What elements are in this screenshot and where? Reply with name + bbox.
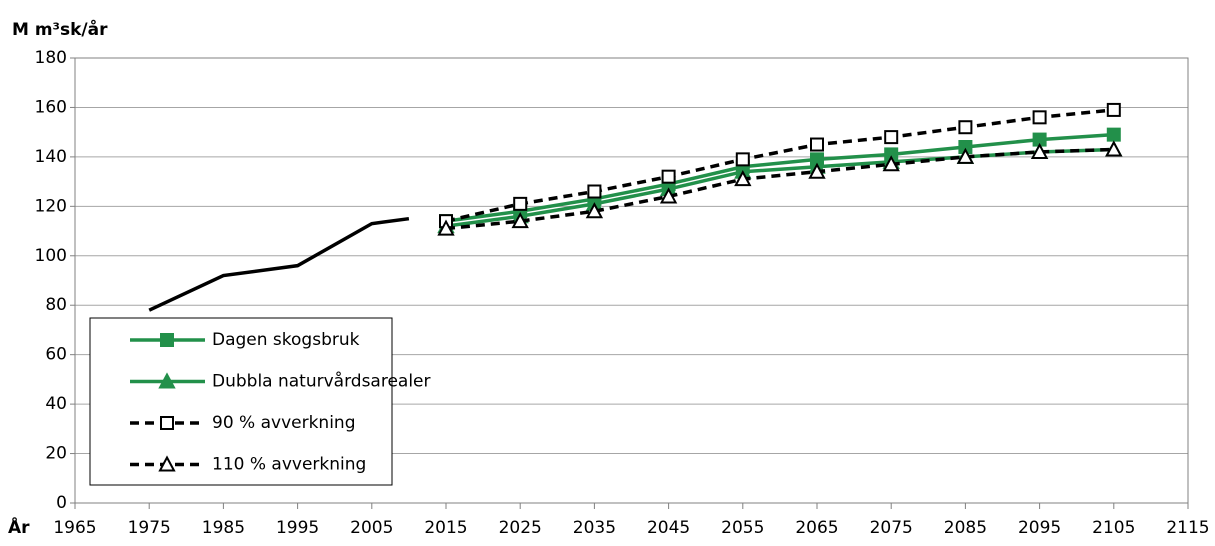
marker	[810, 137, 824, 152]
x-tick-label: 2035	[573, 518, 616, 538]
x-tick-label: 2095	[1018, 518, 1061, 538]
marker	[808, 162, 826, 179]
x-tick-label: 2015	[424, 518, 467, 538]
marker	[659, 187, 678, 204]
x-tick-label: 1985	[202, 518, 245, 538]
marker	[735, 152, 750, 167]
marker	[1106, 127, 1121, 142]
marker	[1105, 140, 1123, 157]
legend-label: 90 % avverkning	[212, 413, 356, 433]
x-axis-label: År	[8, 515, 30, 538]
marker	[882, 155, 900, 172]
x-tick-label: 2065	[795, 518, 838, 538]
x-tick-label: 2045	[647, 518, 690, 538]
y-tick-label: 40	[45, 394, 67, 414]
y-tick-label: 20	[45, 444, 67, 464]
x-tick-label: 2075	[870, 518, 913, 538]
x-tick-label: 1975	[128, 518, 171, 538]
marker	[437, 219, 455, 236]
marker	[511, 212, 529, 229]
marker	[587, 184, 602, 199]
x-tick-label: 2105	[1092, 518, 1135, 538]
legend-marker	[160, 333, 174, 347]
marker	[513, 196, 528, 211]
legend-label: Dubbla naturvårdsarealer	[212, 371, 431, 392]
plot-border	[74, 57, 1189, 504]
legend-marker	[158, 455, 176, 472]
y-tick-label: 120	[35, 196, 67, 216]
legend-label: Dagen skogsbruk	[212, 330, 360, 350]
x-tick-label: 2115	[1166, 518, 1209, 538]
legend-marker	[158, 372, 176, 389]
series-line	[445, 147, 1114, 228]
x-tick-label: 1965	[53, 518, 96, 538]
y-tick-label: 160	[35, 97, 67, 117]
marker	[734, 170, 752, 187]
series-line	[445, 147, 1114, 231]
marker	[661, 169, 676, 184]
x-tick-label: 2025	[499, 518, 542, 538]
series-line	[445, 132, 1114, 223]
y-tick-label: 100	[35, 246, 67, 266]
series-line	[148, 216, 410, 312]
legend-box	[89, 317, 393, 486]
marker	[1032, 110, 1047, 125]
x-tick-label: 1995	[276, 518, 319, 538]
y-tick-label: 60	[45, 345, 67, 365]
marker	[958, 120, 973, 135]
marker	[1030, 142, 1049, 159]
x-tick-label: 2005	[350, 518, 393, 538]
y-tick-label: 0	[56, 493, 67, 513]
y-axis-label: M m³sk/år	[12, 18, 108, 40]
marker	[585, 202, 604, 219]
marker	[1106, 102, 1121, 117]
x-tick-label: 2055	[721, 518, 764, 538]
y-tick-label: 180	[35, 48, 67, 68]
legend-marker	[160, 416, 174, 430]
marker	[884, 130, 899, 145]
legend-label: 110 % avverkning	[212, 455, 366, 475]
series-line	[445, 108, 1114, 223]
y-tick-label: 140	[35, 147, 67, 167]
x-tick-label: 2085	[944, 518, 987, 538]
marker	[956, 147, 975, 164]
y-tick-label: 80	[45, 295, 67, 315]
